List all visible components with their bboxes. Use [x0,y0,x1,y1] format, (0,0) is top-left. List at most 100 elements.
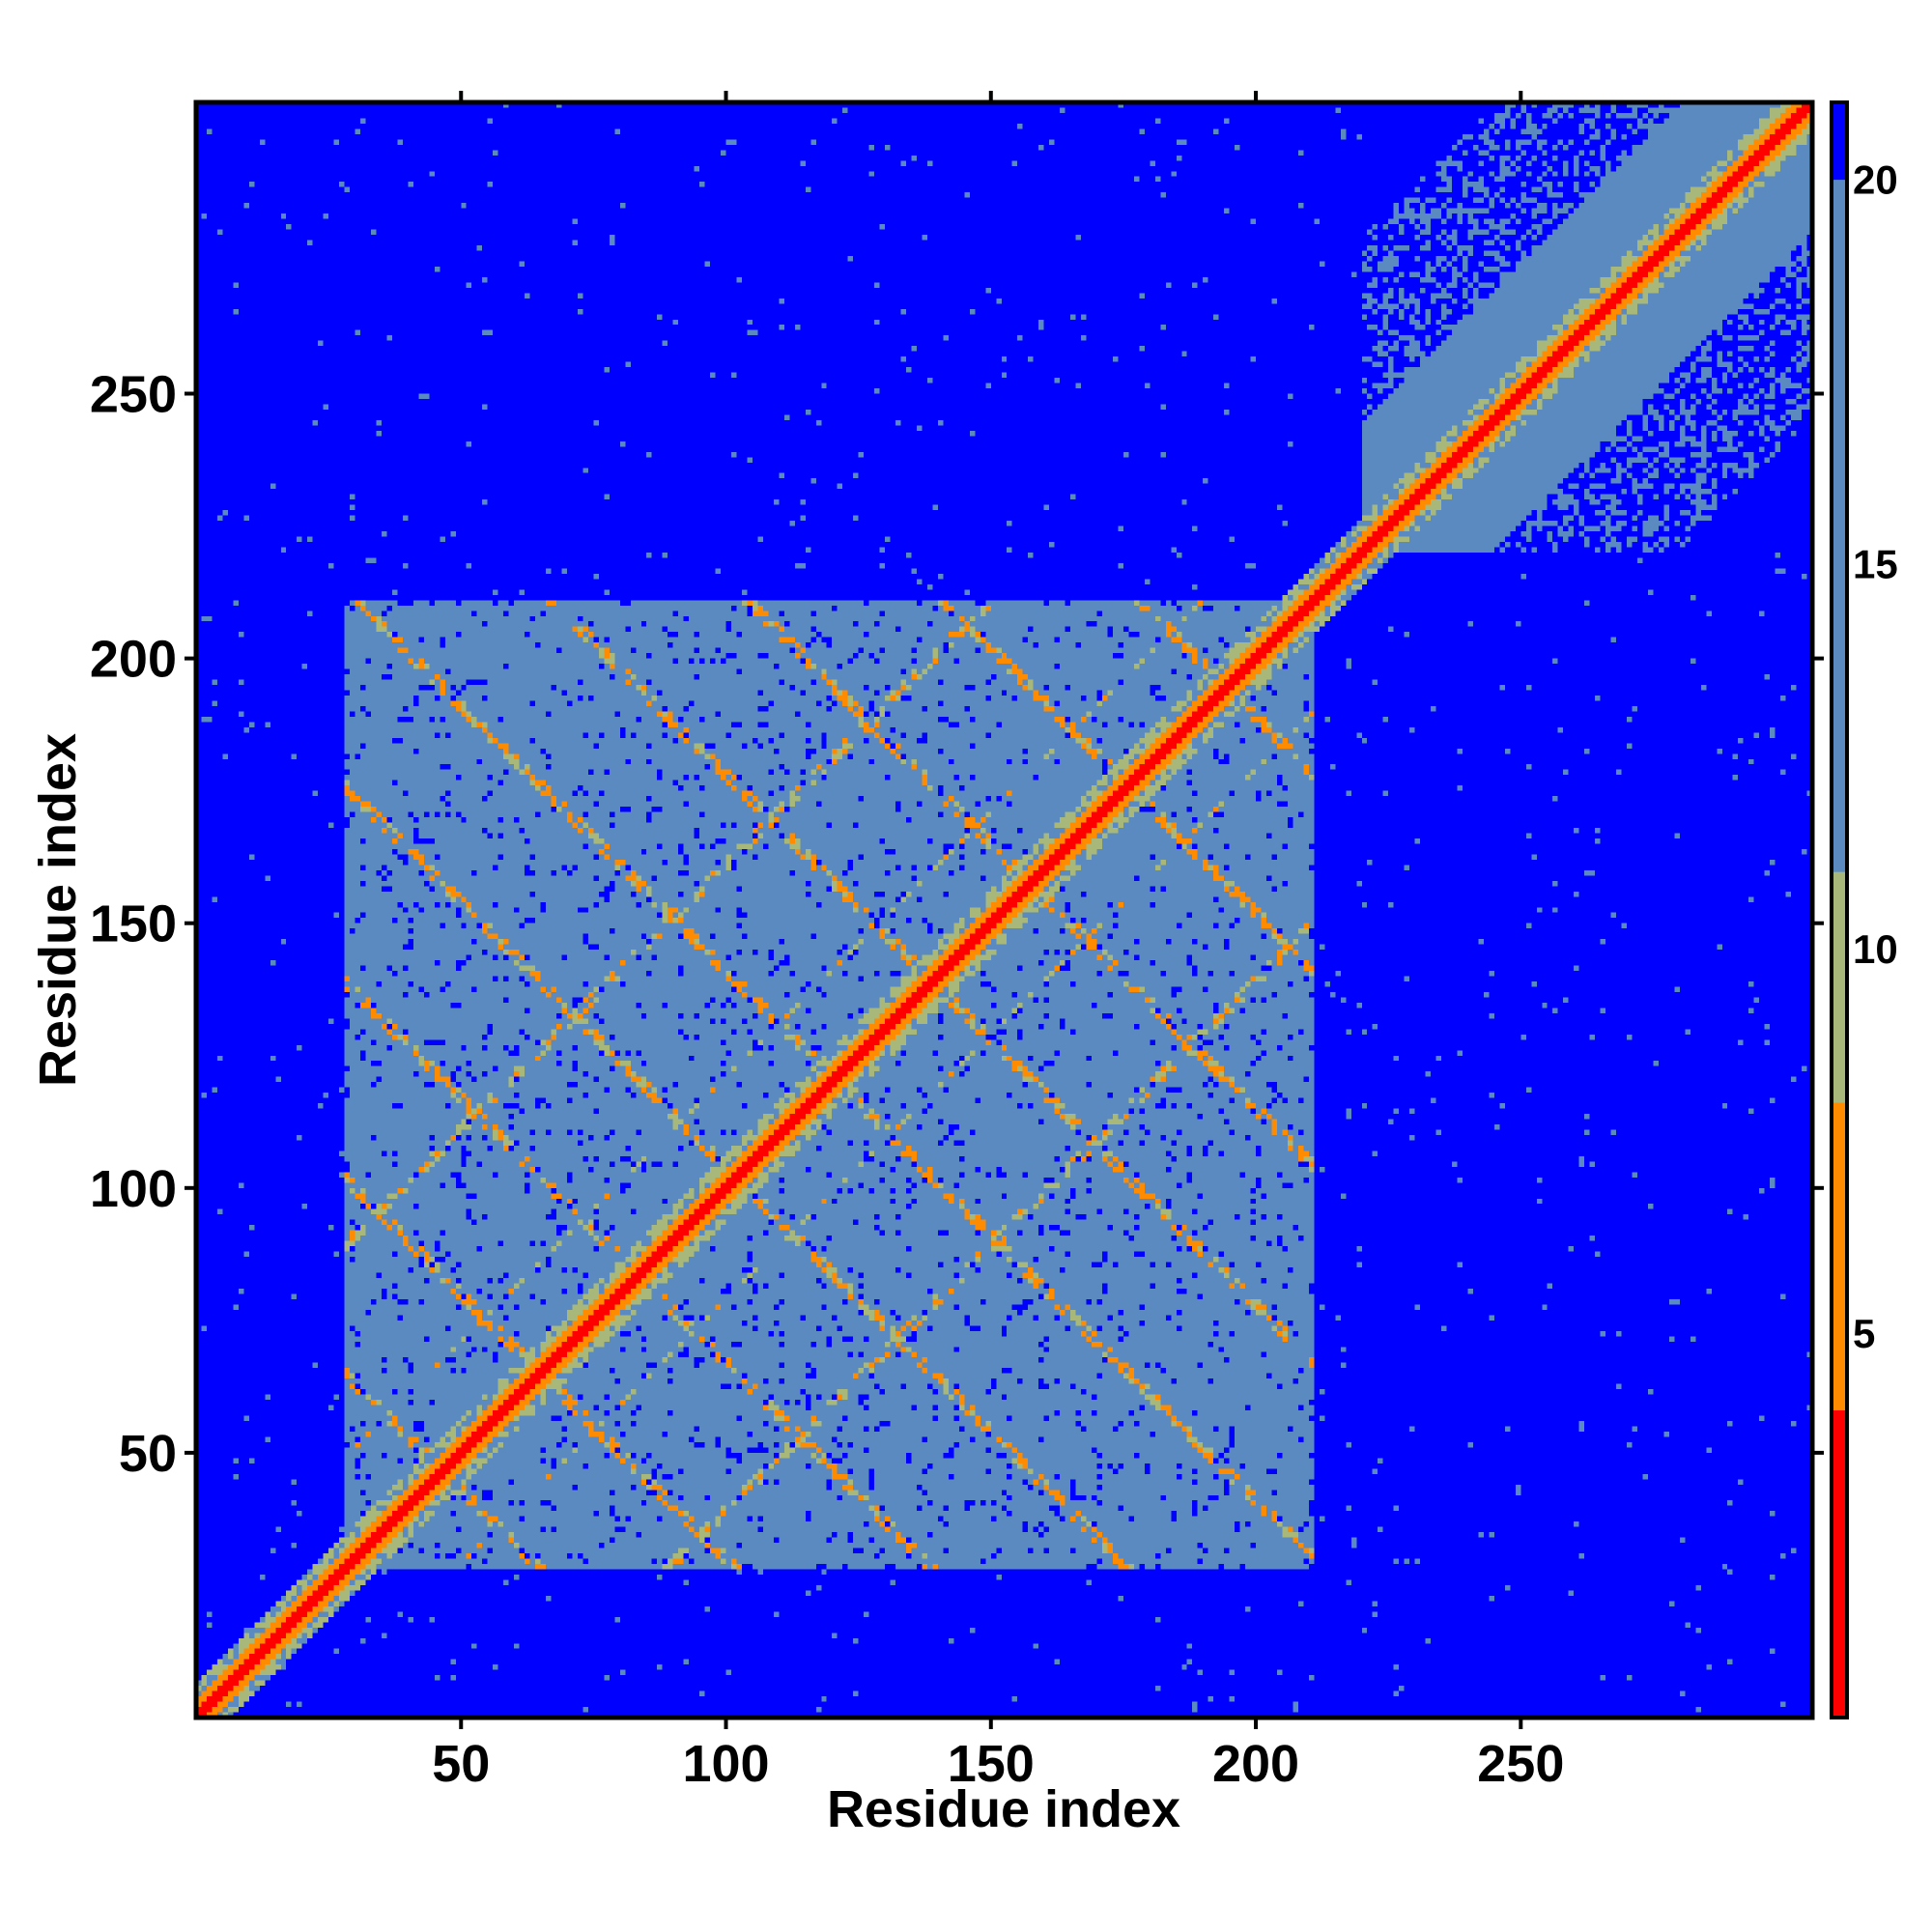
y-tick-label: 50 [119,1425,177,1483]
colorbar-segment [1832,217,1847,238]
colorbar-segment [1832,563,1847,584]
colorbar-segment [1832,1217,1847,1237]
colorbar-segment [1832,1044,1847,1065]
colorbar-segment [1832,1179,1847,1200]
colorbar-segment [1832,660,1847,680]
x-tick-label: 200 [1212,1735,1299,1793]
colorbar-segment [1832,736,1847,757]
plot-frame [193,99,1815,1720]
colorbar-segment [1832,928,1847,950]
colorbar-segment [1832,1544,1847,1565]
colorbar-segment [1832,1064,1847,1084]
colorbar-segment [1832,1506,1847,1526]
colorbar-tick-label: 5 [1853,1311,1875,1356]
colorbar-segment [1832,275,1847,296]
colorbar-segment [1832,102,1847,123]
colorbar-segment [1832,852,1847,872]
colorbar-segment [1832,332,1847,354]
y-tick-label: 100 [90,1160,177,1218]
colorbar-segment [1832,1159,1847,1180]
x-axis-label: Residue index [827,1780,1180,1838]
colorbar-segment [1832,698,1847,719]
colorbar-segment [1832,371,1847,392]
colorbar-segment [1832,1390,1847,1411]
y-axis-label: Residue index [29,733,87,1087]
colorbar-segment [1832,448,1847,469]
colorbar-segment [1832,910,1847,930]
colorbar-segment [1832,179,1847,200]
colorbar-segment [1832,582,1847,604]
colorbar-segment [1832,755,1847,777]
colorbar-segment [1832,986,1847,1008]
colorbar-segment [1832,1256,1847,1276]
colorbar-segment [1832,1275,1847,1295]
colorbar-segment [1832,1140,1847,1161]
colorbar-segment [1832,159,1847,181]
colorbar-segment [1832,237,1847,257]
colorbar-frame [1830,100,1849,1719]
colorbar-segment [1832,717,1847,738]
colorbar-segment [1832,1332,1847,1353]
colorbar-segment [1832,525,1847,546]
colorbar-segment [1832,948,1847,969]
colorbar-segment [1832,1429,1847,1449]
colorbar-segment [1832,621,1847,641]
heatmap-cells [196,102,1812,1718]
x-tick-label: 50 [432,1735,490,1793]
colorbar-segment [1832,140,1847,161]
colorbar-segment [1832,487,1847,507]
colorbar-segment [1832,871,1847,892]
colorbar-segment [1832,1524,1847,1546]
colorbar-segment [1832,1698,1847,1719]
heatmap-image [196,102,1812,1718]
colorbar-segment [1832,1371,1847,1392]
colorbar-segment [1832,390,1847,411]
colorbar-segment [1832,1294,1847,1315]
colorbar-segment [1832,1487,1847,1507]
colorbar-segment [1832,1660,1847,1680]
x-axis: 50 100 150 200 250 [432,91,1564,1793]
colorbar-segment [1832,1025,1847,1045]
colorbar-segment [1832,891,1847,911]
colorbar-segment [1832,602,1847,622]
colorbar-segment [1832,1083,1847,1103]
colorbar-segment [1832,1102,1847,1122]
y-tick-label: 200 [90,631,177,689]
colorbar-segment [1832,775,1847,796]
colorbar-segment [1832,794,1847,814]
colorbar-segment [1832,1679,1847,1699]
colorbar-segment [1832,833,1847,853]
colorbar-segment [1832,813,1847,834]
x-tick-label: 100 [682,1735,769,1793]
colorbar-segment [1832,1409,1847,1430]
colorbar-segment [1832,640,1847,661]
colorbar-segment [1832,313,1847,334]
colorbar-segment [1832,295,1847,315]
colorbar-segment [1832,1621,1847,1641]
colorbar-segment [1832,679,1847,699]
colorbar-segment [1832,1198,1847,1218]
colorbar-segment [1832,1582,1847,1604]
colorbar-segment [1832,468,1847,488]
colorbar-tick-label: 20 [1853,157,1898,203]
colorbar-segment [1832,1563,1847,1584]
colorbar-segment [1832,1602,1847,1622]
colorbar-segment [1832,1006,1847,1026]
colorbar-segment [1832,352,1847,373]
colorbar-segment [1832,429,1847,449]
colorbar-segment [1832,1467,1847,1488]
colorbar-segment [1832,1314,1847,1334]
colorbar-segment [1832,198,1847,218]
y-axis: 50 100 150 200 250 [90,366,1824,1483]
colorbar-segment [1832,1448,1847,1468]
x-tick-label: 250 [1477,1735,1564,1793]
y-tick-label: 250 [90,366,177,424]
y-tick-label: 150 [90,895,177,953]
colorbar-segment [1832,1121,1847,1142]
colorbar-segment [1832,1640,1847,1661]
x-tick-label: 150 [948,1735,1035,1793]
colorbar-segment [1832,410,1847,430]
colorbar-segment [1832,506,1847,526]
colorbar-segment [1832,967,1847,988]
colorbar-segment [1832,256,1847,276]
